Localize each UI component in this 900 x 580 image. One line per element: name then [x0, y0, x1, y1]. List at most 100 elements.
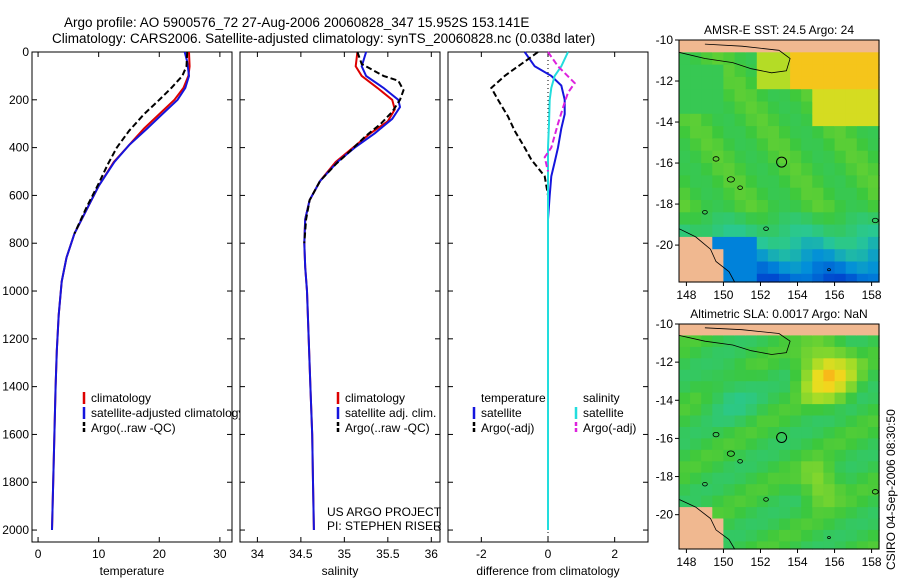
sla_map-grid-cell — [790, 438, 802, 451]
sla_map-grid-cell — [867, 346, 880, 359]
sst_map-grid-cell — [834, 175, 847, 189]
sst_map-grid-cell — [745, 52, 758, 66]
sst_map-grid-cell — [834, 150, 847, 164]
figure-title-line2: Climatology: CARS2006. Satellite-adjuste… — [52, 31, 595, 46]
sst_map-grid-cell — [867, 101, 880, 115]
sla_map-grid-cell — [823, 369, 836, 382]
sla_map-grid-cell — [845, 427, 858, 439]
sst_map-grid-cell — [790, 150, 802, 164]
sla_map-grid-cell — [823, 427, 836, 439]
sla_map-grid-cell — [834, 529, 847, 542]
depth-tick-label: 800 — [9, 236, 29, 250]
sla_map-ytick-label: -12 — [656, 355, 674, 369]
sla_map-grid-cell — [767, 415, 780, 428]
sla_map-grid-cell — [745, 324, 758, 336]
sla_map-grid-cell — [745, 404, 758, 417]
sla_map-grid-cell — [812, 495, 824, 508]
sst_map-grid-cell — [856, 175, 869, 189]
sst_map-grid-cell — [712, 261, 724, 275]
sla_map-grid-cell — [812, 472, 824, 485]
sla_map-grid-cell — [790, 346, 802, 359]
sst_map-grid-cell — [856, 138, 869, 152]
sst_map-grid-cell — [734, 249, 747, 263]
sla_map-grid-cell — [679, 438, 691, 451]
sst_map-xtick-label: 156 — [825, 288, 845, 302]
sst_map-grid-cell — [701, 236, 713, 250]
sst_map-grid-cell — [745, 261, 758, 275]
sst_map-grid-cell — [801, 236, 813, 250]
sst_map-ytick-label: -20 — [656, 238, 674, 252]
sst_map-grid-cell — [712, 40, 724, 53]
sla_map-grid-cell — [690, 472, 702, 485]
sst_map-grid-cell — [723, 212, 736, 226]
side-timestamp-label: CSIRO 04-Sep-2006 08:30:50 — [884, 409, 898, 570]
sla_map-grid-cell — [867, 392, 880, 405]
sla_map-grid-cell — [701, 324, 713, 336]
sla_map-grid-cell — [845, 415, 858, 428]
sla_map-grid-cell — [779, 404, 791, 417]
sst_map-grid-cell — [812, 200, 824, 213]
sla_map-grid-cell — [690, 461, 702, 474]
sla_map-grid-cell — [745, 495, 758, 508]
sst_map-grid-cell — [801, 89, 813, 103]
sla_map-grid-cell — [845, 381, 858, 394]
sla_map-grid-cell — [690, 324, 702, 336]
sla_map-grid-cell — [756, 518, 769, 531]
sla_map-grid-cell — [679, 461, 691, 474]
sla_map-grid-cell — [679, 495, 691, 508]
sst_map-grid-cell — [845, 236, 858, 250]
sst_map-grid-cell — [790, 163, 802, 176]
sst_map-grid-cell — [745, 163, 758, 176]
temperature-series-line-1 — [51, 51, 191, 531]
sla_map-grid-cell — [801, 346, 813, 359]
sst_map-grid-cell — [712, 175, 724, 189]
sla_map-grid-cell — [845, 324, 858, 336]
sla_map-grid-cell — [779, 358, 791, 371]
sla_map-grid-cell — [690, 529, 702, 542]
sla_map-grid-cell — [767, 461, 780, 474]
sst_map-grid-cell — [856, 52, 869, 66]
sla_map-grid-cell — [845, 461, 858, 474]
sla_map-grid-cell — [723, 541, 736, 550]
sst_map-grid-cell — [767, 126, 780, 139]
sla_map-grid-cell — [834, 381, 847, 394]
sst_map-grid-cell — [867, 224, 880, 238]
sla_map-grid-cell — [801, 369, 813, 382]
sst_map-grid-cell — [779, 187, 791, 201]
sst_map-grid-cell — [801, 273, 813, 283]
sla_map-grid-cell — [823, 358, 836, 371]
sla_map-grid-cell — [790, 541, 802, 550]
sla_map-grid-cell — [801, 507, 813, 520]
sla_map-grid-cell — [856, 438, 869, 451]
sst_map-xtick-label: 150 — [713, 288, 733, 302]
sst_map-grid-cell — [845, 64, 858, 78]
sst_map-grid-cell — [701, 175, 713, 189]
sst_map-grid-cell — [856, 212, 869, 226]
sla_map-grid-cell — [867, 529, 880, 542]
sla_map-grid-cell — [834, 541, 847, 550]
sla_map-grid-cell — [834, 495, 847, 508]
depth-tick-label: 1000 — [2, 284, 29, 298]
sla_map-grid-cell — [845, 507, 858, 520]
sla_map-grid-cell — [834, 427, 847, 439]
sla_map-grid-cell — [856, 461, 869, 474]
sla_map-grid-cell — [745, 529, 758, 542]
sla_map-grid-cell — [790, 415, 802, 428]
sla_map-grid-cell — [767, 449, 780, 462]
sst_map-grid-cell — [767, 236, 780, 250]
sla_map-grid-cell — [867, 358, 880, 371]
temperature-legend-label: climatology — [91, 391, 151, 405]
sla_map-grid-cell — [779, 427, 791, 439]
temperature-xtick-label: 30 — [213, 547, 227, 561]
sla_map-grid-cell — [767, 495, 780, 508]
sla_map-grid-cell — [701, 529, 713, 542]
sst_map-grid-cell — [679, 273, 691, 283]
sst_map-grid-cell — [790, 126, 802, 139]
temperature-legend-label: satellite-adjusted climatology — [91, 406, 244, 420]
sst_map-grid-cell — [756, 52, 769, 66]
sst_map-grid-cell — [856, 113, 869, 127]
sla_map-grid-cell — [756, 541, 769, 550]
sst_map-grid-cell — [867, 249, 880, 263]
sst_map-grid-cell — [867, 261, 880, 275]
sla_map-grid-cell — [723, 461, 736, 474]
